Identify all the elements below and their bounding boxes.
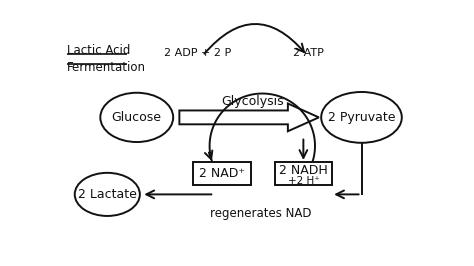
Text: 2 ATP: 2 ATP [293,48,324,59]
Text: +2 H⁺: +2 H⁺ [288,176,319,186]
FancyBboxPatch shape [275,162,332,185]
Polygon shape [179,103,319,131]
Text: Lactic Acid
Fermentation: Lactic Acid Fermentation [67,44,146,74]
Ellipse shape [321,92,402,143]
FancyBboxPatch shape [193,162,251,185]
Text: 2 Lactate: 2 Lactate [78,188,137,201]
Text: regenerates NAD: regenerates NAD [210,207,311,220]
Text: Glycolysis: Glycolysis [222,95,284,109]
Text: Glucose: Glucose [112,111,162,124]
Ellipse shape [100,93,173,142]
Text: 2 NADH: 2 NADH [279,164,328,177]
Text: 2 NAD⁺: 2 NAD⁺ [199,167,245,180]
Text: 2 ADP + 2 P: 2 ADP + 2 P [164,48,231,59]
Text: 2 Pyruvate: 2 Pyruvate [328,111,395,124]
Ellipse shape [75,173,140,216]
